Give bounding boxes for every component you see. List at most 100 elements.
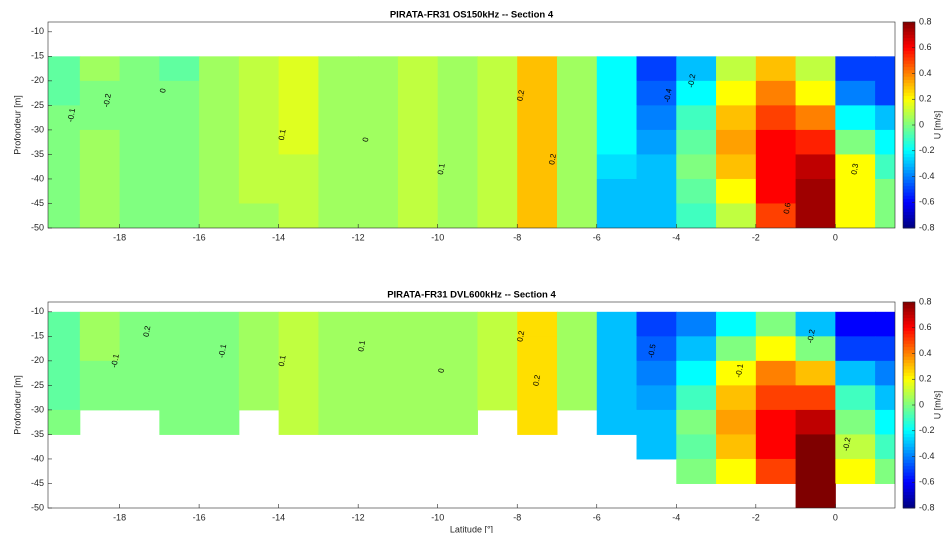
cell <box>795 385 836 411</box>
cell <box>636 56 677 82</box>
cell <box>716 154 757 180</box>
cell <box>716 409 757 435</box>
colorbar-swatch <box>903 179 915 184</box>
colorbar-swatch <box>903 163 915 168</box>
cell <box>48 203 81 228</box>
colorbar-tick-label: -0.4 <box>919 171 935 181</box>
colorbar-swatch <box>903 314 915 319</box>
cell <box>397 311 439 337</box>
cell <box>437 360 478 386</box>
cell <box>795 434 836 460</box>
cell <box>716 56 757 82</box>
cell <box>119 178 160 204</box>
cell <box>358 336 399 362</box>
cell <box>596 336 638 362</box>
contour-label: -0.2 <box>841 436 852 452</box>
colorbar-swatch <box>903 305 915 309</box>
cell <box>556 154 598 180</box>
contour-label: 0.1 <box>436 162 447 175</box>
cell <box>199 56 240 82</box>
colorbar-swatch <box>903 76 915 81</box>
cell <box>358 409 399 435</box>
colorbar-swatch <box>903 347 915 351</box>
cell <box>596 311 638 337</box>
colorbar-swatch <box>903 405 915 409</box>
cell <box>875 458 895 484</box>
colorbar-swatch <box>903 86 915 91</box>
cell <box>358 105 399 131</box>
contour-label: -0.1 <box>217 343 228 359</box>
cell <box>119 203 160 228</box>
colorbar-swatch <box>903 218 915 223</box>
colorbar-swatch <box>903 102 915 107</box>
cell <box>875 311 895 337</box>
colorbar-tick-label: 0.4 <box>919 348 932 358</box>
y-tick-label: -10 <box>31 306 44 316</box>
cell <box>676 360 717 386</box>
cell <box>397 385 439 411</box>
cell <box>159 56 200 82</box>
cell <box>48 311 81 337</box>
cell <box>437 336 478 362</box>
colorbar-swatch <box>903 105 915 110</box>
cell <box>477 56 518 82</box>
colorbar-swatch <box>903 456 915 461</box>
colorbar-swatch <box>903 430 915 435</box>
cell <box>159 129 200 155</box>
cell <box>397 105 439 131</box>
cell <box>318 80 359 106</box>
cell <box>755 336 797 362</box>
cell <box>48 409 81 435</box>
cell <box>755 56 797 82</box>
cell <box>477 105 518 131</box>
cell <box>278 336 319 362</box>
cell <box>875 434 895 460</box>
colorbar-swatch <box>903 144 915 149</box>
cell <box>199 105 240 131</box>
cell <box>596 385 638 411</box>
cell <box>556 336 598 362</box>
cell <box>79 311 121 337</box>
colorbar-swatch <box>903 44 915 49</box>
y-tick-label: -25 <box>31 100 44 110</box>
colorbar-tick-label: -0.6 <box>919 197 935 207</box>
colorbar-swatch <box>903 141 915 145</box>
colorbar-swatch <box>903 73 915 78</box>
cell <box>358 56 399 82</box>
cell <box>48 360 81 386</box>
x-tick-label: -10 <box>431 232 444 242</box>
cell <box>79 105 121 131</box>
cell <box>199 336 240 362</box>
cell <box>79 154 121 180</box>
cell <box>437 311 478 337</box>
x-tick-label: -14 <box>272 232 285 242</box>
cell <box>676 385 717 411</box>
colorbar-swatch <box>903 376 915 380</box>
cell <box>119 80 160 106</box>
cell <box>835 385 876 411</box>
cell <box>437 409 478 435</box>
colorbar-tick-label: 0.4 <box>919 68 932 78</box>
cell <box>716 178 757 204</box>
cell <box>159 360 200 386</box>
contour-label: -0.5 <box>646 343 657 359</box>
cell <box>477 360 518 386</box>
colorbar-swatch <box>903 166 915 171</box>
colorbar-swatch <box>903 369 915 374</box>
cell <box>676 129 717 155</box>
cell <box>517 203 558 228</box>
colorbar-swatch <box>903 28 915 33</box>
chart-title: PIRATA-FR31 DVL600kHz -- Section 4 <box>387 290 556 301</box>
cell <box>119 56 160 82</box>
contour-label: 0.2 <box>142 325 153 338</box>
cell <box>119 385 160 411</box>
cell <box>636 203 677 228</box>
cell <box>517 154 558 180</box>
contour-label: -0.1 <box>66 107 77 123</box>
cells <box>48 56 895 228</box>
colorbar-swatch <box>903 411 915 416</box>
cell <box>556 311 598 337</box>
cell <box>636 80 677 106</box>
cell <box>119 360 160 386</box>
